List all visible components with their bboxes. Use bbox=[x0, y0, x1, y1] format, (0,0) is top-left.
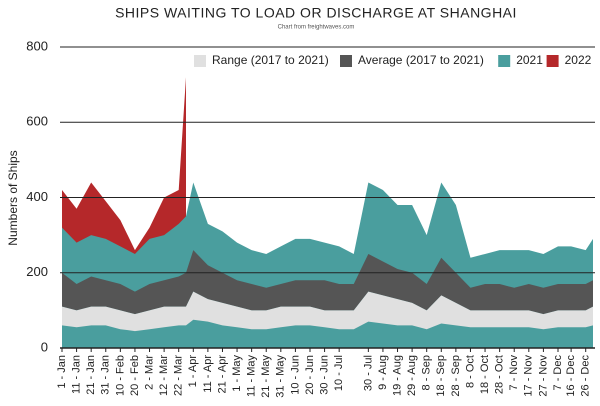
y-axis-label: Numbers of Ships bbox=[6, 150, 20, 245]
x-tick-label: 31 - Jan bbox=[100, 355, 112, 395]
x-tick-label: 27 - Nov bbox=[537, 355, 549, 397]
band bbox=[62, 250, 593, 315]
x-tick-label: 1 - Apr bbox=[187, 355, 199, 388]
x-tick-label: 28 - Oct bbox=[494, 355, 506, 394]
x-tick-label: 11 - May bbox=[246, 355, 258, 397]
x-tick-label: 20 - Jun bbox=[304, 355, 316, 395]
x-tick-label: 28 - Sep bbox=[450, 355, 462, 397]
y-tick-label: 200 bbox=[26, 264, 48, 279]
x-tick-label: 21 - May bbox=[260, 355, 272, 398]
x-tick-label: 30 - Jun bbox=[318, 355, 330, 395]
legend: Range (2017 to 2021) Average (2017 to 202… bbox=[194, 53, 592, 67]
legend-label: Average (2017 to 2021) bbox=[358, 53, 484, 67]
x-tick-label: 2 - Mar bbox=[143, 355, 155, 390]
x-tick-label: 11 - Jan bbox=[70, 355, 82, 394]
legend-swatch bbox=[194, 55, 206, 67]
y-tick-label: 800 bbox=[26, 38, 48, 53]
x-tick-label: 8 - Oct bbox=[464, 355, 476, 388]
x-tick-label: 29 - Aug bbox=[406, 355, 418, 396]
x-tick-label: 16 - Dec bbox=[565, 355, 577, 397]
x-tick-label: 10 - Feb bbox=[114, 355, 126, 396]
legend-swatch bbox=[340, 55, 352, 67]
x-tick-label: 18 - Sep bbox=[435, 355, 447, 397]
x-tick-label: 12 - Mar bbox=[158, 355, 170, 396]
y-tick-label: 600 bbox=[26, 114, 48, 129]
x-tick-label: 30 - Jul bbox=[362, 355, 374, 391]
x-tick-label: 7 - Dec bbox=[552, 355, 564, 391]
plot-area bbox=[62, 77, 593, 348]
x-tick-label: 26 - Dec bbox=[580, 355, 592, 397]
x-tick-label: 21 - Jan bbox=[85, 355, 97, 395]
x-tick-label: 20 - Feb bbox=[129, 355, 141, 396]
legend-label: 2021 bbox=[516, 53, 543, 67]
x-tick-label: 8 - Sep bbox=[421, 355, 433, 390]
band bbox=[62, 291, 593, 332]
x-tick-label: 19 - Aug bbox=[391, 355, 403, 396]
x-tick-label: 11 - Apr bbox=[202, 355, 214, 393]
x-tick-label: 7 - Nov bbox=[508, 355, 520, 391]
chart-title: SHIPS WAITING TO LOAD OR DISCHARGE AT SH… bbox=[115, 5, 517, 21]
legend-label: 2022 bbox=[565, 53, 592, 67]
chart-subtitle: Chart from freightwaves.com bbox=[278, 25, 355, 31]
legend-swatch bbox=[546, 55, 559, 67]
x-tick-label: 9 - Aug bbox=[377, 355, 389, 390]
x-tick-label: 1 - Jan bbox=[56, 355, 68, 389]
x-tick-label: 17 - Nov bbox=[523, 355, 535, 397]
x-tick-label: 10 - Jun bbox=[289, 355, 301, 395]
x-tick-label: 1 - May bbox=[231, 355, 243, 392]
x-tick-label: 21 - Apr bbox=[216, 355, 228, 394]
x-tick-label: 22 - Mar bbox=[173, 355, 185, 396]
x-tick-label: 31 - May bbox=[275, 355, 287, 398]
x-tick-label: 18 - Oct bbox=[479, 355, 491, 394]
x-tick-label: 10 - Jul bbox=[333, 355, 345, 391]
y-tick-label: 0 bbox=[41, 339, 48, 354]
legend-label: Range (2017 to 2021) bbox=[212, 53, 329, 67]
legend-swatch bbox=[498, 55, 511, 67]
y-tick-label: 400 bbox=[26, 189, 48, 204]
